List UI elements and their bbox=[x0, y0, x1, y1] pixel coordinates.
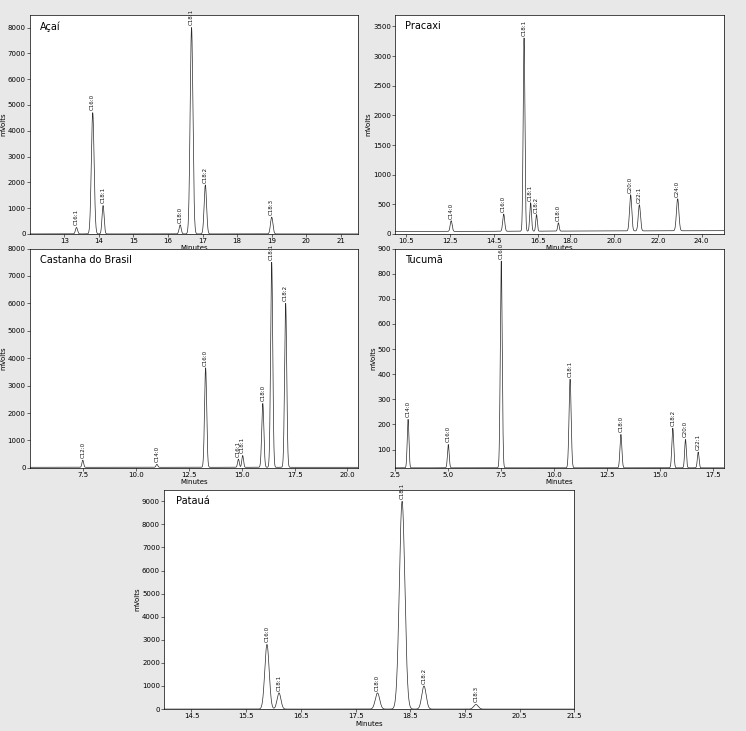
Text: C22:1: C22:1 bbox=[696, 433, 700, 450]
Text: C14:0: C14:0 bbox=[154, 446, 160, 462]
Text: C18:1: C18:1 bbox=[528, 185, 533, 201]
Text: C18:0: C18:0 bbox=[178, 207, 183, 223]
Text: C18:0: C18:0 bbox=[556, 205, 561, 221]
Text: C16:0: C16:0 bbox=[499, 243, 504, 259]
Text: C12:0: C12:0 bbox=[81, 442, 85, 458]
Text: C18:1: C18:1 bbox=[521, 20, 527, 36]
Text: Açaí: Açaí bbox=[40, 21, 60, 31]
Text: C18:0: C18:0 bbox=[375, 675, 380, 691]
Text: C18:1: C18:1 bbox=[240, 437, 245, 453]
Text: C14:0: C14:0 bbox=[448, 202, 454, 219]
Y-axis label: mVolts: mVolts bbox=[370, 346, 376, 370]
Text: C16:0: C16:0 bbox=[265, 626, 269, 643]
Text: C14:0: C14:0 bbox=[406, 401, 410, 417]
Text: C16:1: C16:1 bbox=[74, 209, 79, 225]
Text: C22:1: C22:1 bbox=[637, 187, 642, 203]
Text: C18:3: C18:3 bbox=[474, 686, 478, 702]
Y-axis label: mVolts: mVolts bbox=[366, 113, 372, 136]
Y-axis label: mVolts: mVolts bbox=[0, 113, 6, 136]
Text: C18:1: C18:1 bbox=[101, 187, 106, 203]
Text: C18:1: C18:1 bbox=[269, 244, 275, 260]
Text: C18:2: C18:2 bbox=[283, 285, 288, 301]
Text: C18:0: C18:0 bbox=[618, 416, 624, 432]
Text: C20:0: C20:0 bbox=[683, 421, 688, 437]
Text: C20:0: C20:0 bbox=[628, 177, 633, 193]
Text: C16:0: C16:0 bbox=[446, 426, 451, 442]
Text: C18:1: C18:1 bbox=[568, 361, 573, 377]
Text: C18:1: C18:1 bbox=[400, 483, 404, 499]
Text: C18:2: C18:2 bbox=[671, 410, 675, 426]
Text: C18:2: C18:2 bbox=[421, 667, 427, 683]
Text: C18:2: C18:2 bbox=[203, 167, 208, 183]
Text: C16:0: C16:0 bbox=[501, 196, 507, 212]
Text: C18:1: C18:1 bbox=[189, 10, 194, 26]
Text: C18:1: C18:1 bbox=[277, 675, 281, 691]
X-axis label: Minutes: Minutes bbox=[180, 246, 208, 251]
Text: C18:0: C18:0 bbox=[260, 385, 266, 401]
Y-axis label: mVolts: mVolts bbox=[134, 588, 140, 611]
Text: Castanha do Brasil: Castanha do Brasil bbox=[40, 255, 131, 265]
X-axis label: Minutes: Minutes bbox=[180, 480, 208, 485]
Text: C16:1: C16:1 bbox=[236, 441, 241, 457]
Y-axis label: mVolts: mVolts bbox=[0, 346, 6, 370]
Text: Pracaxi: Pracaxi bbox=[405, 21, 441, 31]
Text: C18:3: C18:3 bbox=[269, 199, 275, 215]
X-axis label: Minutes: Minutes bbox=[355, 721, 383, 727]
X-axis label: Minutes: Minutes bbox=[545, 480, 574, 485]
Text: Patauá: Patauá bbox=[177, 496, 210, 507]
Text: C18:2: C18:2 bbox=[534, 197, 539, 213]
X-axis label: Minutes: Minutes bbox=[545, 246, 574, 251]
Text: Tucumã: Tucumã bbox=[405, 255, 443, 265]
Text: C16:0: C16:0 bbox=[90, 94, 95, 110]
Text: C24:0: C24:0 bbox=[675, 181, 680, 197]
Text: C16:0: C16:0 bbox=[203, 349, 208, 366]
